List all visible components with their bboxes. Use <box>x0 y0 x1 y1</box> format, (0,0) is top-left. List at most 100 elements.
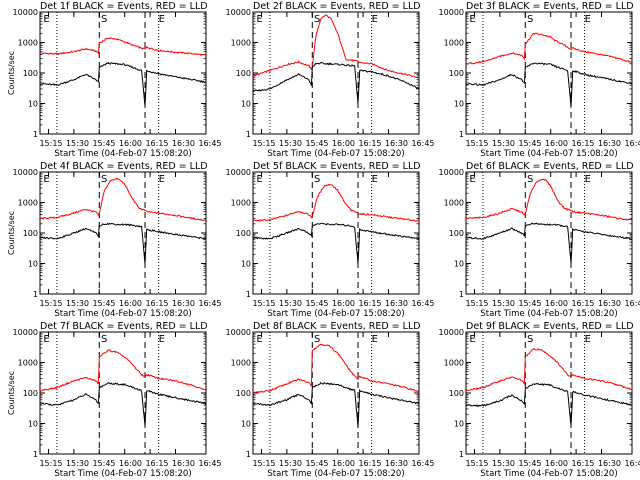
x-axis-label: Start Time (04-Feb-07 15:08:20) <box>54 469 191 479</box>
y-tick-label: 10 <box>28 100 38 109</box>
panel-9: Det 9f BLACK = Events, RED = LLD 1 10 100 10… <box>439 321 640 479</box>
y-tick-label: 1000 <box>18 359 38 368</box>
flag-label-e: E <box>159 334 165 345</box>
x-tick-label: 15:15 <box>39 299 62 308</box>
y-tick-label: 10000 <box>439 328 464 337</box>
events-series-line <box>39 381 207 427</box>
flag-label-e: E <box>43 174 49 185</box>
y-tick-label: 1 <box>246 130 251 139</box>
x-tick-label: 16:30 <box>598 459 621 468</box>
plot-frame <box>252 171 420 295</box>
x-tick-label: 16:30 <box>385 299 408 308</box>
panel-title: Det 3f BLACK = Events, RED = LLD <box>466 1 634 12</box>
x-tick-label: 16:00 <box>545 139 568 148</box>
flag-label-s: S <box>101 334 107 345</box>
x-tick-label: 15:15 <box>465 459 488 468</box>
y-tick-label: 10000 <box>13 8 38 17</box>
lld-series-line <box>252 343 420 394</box>
events-series-line <box>252 62 420 104</box>
y-axis-label: Counts/sec <box>7 211 16 255</box>
flag-label-e: E <box>372 174 378 185</box>
x-tick-label: 16:00 <box>332 299 355 308</box>
x-tick-label: 15:15 <box>39 459 62 468</box>
x-tick-label: 15:45 <box>92 299 115 308</box>
y-tick-label: 1000 <box>231 199 251 208</box>
panel-title: Det 4f BLACK = Events, RED = LLD <box>40 161 208 172</box>
flag-label-e: E <box>469 334 475 345</box>
y-tick-label: 100 <box>449 389 464 398</box>
x-tick-label: 15:15 <box>252 299 275 308</box>
y-tick-label: 10 <box>241 260 251 269</box>
lld-series-line <box>39 177 207 222</box>
x-tick-label: 15:45 <box>92 139 115 148</box>
x-tick-label: 15:30 <box>279 459 302 468</box>
y-tick-label: 100 <box>449 229 464 238</box>
flag-label-e: E <box>585 174 591 185</box>
x-tick-label: 15:30 <box>279 299 302 308</box>
y-tick-label: 1 <box>33 450 38 459</box>
x-tick-label: 16:45 <box>411 139 434 148</box>
panel-2: Det 2f BLACK = Events, RED = LLD 1 10 100 10… <box>226 1 435 159</box>
events-series-line <box>39 222 207 265</box>
x-tick-label: 16:45 <box>411 299 434 308</box>
x-tick-label: 15:30 <box>492 459 515 468</box>
lld-series-line <box>252 183 420 222</box>
flag-label-s: S <box>527 334 533 345</box>
x-tick-label: 16:00 <box>545 299 568 308</box>
flag-label-e: E <box>43 14 49 25</box>
y-tick-label: 1000 <box>18 199 38 208</box>
flag-label-s: S <box>314 174 320 185</box>
y-tick-label: 100 <box>236 389 251 398</box>
lld-series-line <box>39 349 207 392</box>
x-tick-label: 16:15 <box>358 299 381 308</box>
x-axis-label: Start Time (04-Feb-07 15:08:20) <box>267 149 404 159</box>
flag-label-s: S <box>314 334 320 345</box>
y-tick-label: 1000 <box>444 39 464 48</box>
x-tick-label: 16:45 <box>198 299 221 308</box>
lld-series-line <box>252 14 420 79</box>
flag-label-e: E <box>256 334 262 345</box>
x-tick-label: 15:30 <box>66 299 89 308</box>
x-tick-label: 15:30 <box>492 139 515 148</box>
y-tick-label: 10000 <box>226 168 251 177</box>
x-tick-label: 15:45 <box>92 459 115 468</box>
flag-label-e: E <box>159 14 165 25</box>
lld-series-line <box>465 178 633 221</box>
y-tick-label: 100 <box>236 229 251 238</box>
x-tick-label: 15:45 <box>305 459 328 468</box>
x-tick-label: 16:00 <box>119 459 142 468</box>
y-axis-label: Counts/sec <box>7 51 16 95</box>
x-tick-label: 16:30 <box>172 139 195 148</box>
flag-label-e: E <box>372 334 378 345</box>
y-tick-label: 1 <box>246 450 251 459</box>
lld-series-line <box>465 348 633 392</box>
events-series-line <box>465 62 633 107</box>
x-tick-label: 16:15 <box>358 139 381 148</box>
y-tick-label: 10 <box>454 100 464 109</box>
plot-frame <box>39 171 207 295</box>
panel-7: Det 7f BLACK = Events, RED = LLD 1 10 100 10… <box>7 321 222 479</box>
flag-label-e: E <box>469 174 475 185</box>
x-tick-label: 16:45 <box>411 459 434 468</box>
x-tick-label: 16:45 <box>624 139 640 148</box>
x-axis-label: Start Time (04-Feb-07 15:08:20) <box>480 149 617 159</box>
y-tick-label: 10000 <box>13 328 38 337</box>
x-tick-label: 16:45 <box>624 459 640 468</box>
panel-8: Det 8f BLACK = Events, RED = LLD 1 10 100 10… <box>226 321 435 479</box>
x-tick-label: 16:30 <box>172 459 195 468</box>
x-axis-label: Start Time (04-Feb-07 15:08:20) <box>267 469 404 479</box>
x-tick-label: 16:30 <box>172 299 195 308</box>
x-tick-label: 16:15 <box>145 299 168 308</box>
panel-title: Det 5f BLACK = Events, RED = LLD <box>253 161 421 172</box>
y-tick-label: 1 <box>459 130 464 139</box>
flag-label-e: E <box>43 334 49 345</box>
x-tick-label: 15:15 <box>252 139 275 148</box>
plot-frame <box>252 331 420 455</box>
x-tick-label: 15:15 <box>39 139 62 148</box>
y-tick-label: 100 <box>236 69 251 78</box>
x-tick-label: 16:30 <box>385 139 408 148</box>
flag-label-e: E <box>159 174 165 185</box>
plot-frame <box>39 331 207 455</box>
x-tick-label: 15:15 <box>465 139 488 148</box>
x-tick-label: 16:30 <box>598 299 621 308</box>
